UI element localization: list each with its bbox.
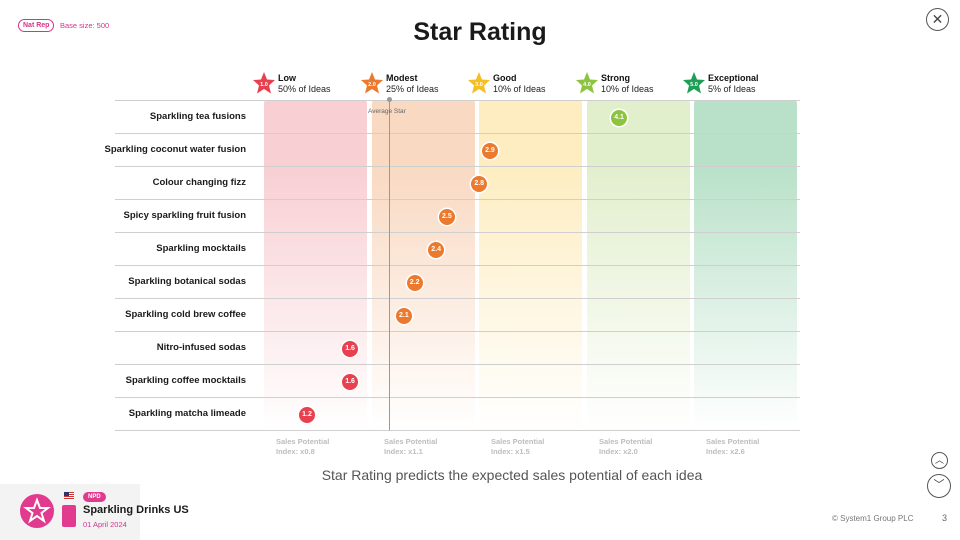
chart-caption: Star Rating predicts the expected sales … bbox=[321, 467, 703, 483]
row-label: Sparkling mocktails bbox=[156, 243, 246, 254]
row-label: Sparkling cold brew coffee bbox=[125, 309, 246, 320]
page-title: Star Rating bbox=[413, 18, 547, 46]
star-icon: 3.0 bbox=[468, 72, 490, 94]
data-point[interactable]: 1.2 bbox=[299, 406, 316, 423]
star-value-label: 4.0 bbox=[583, 82, 591, 88]
band-name: Modest bbox=[386, 73, 418, 83]
data-point[interactable]: 1.6 bbox=[342, 340, 359, 357]
sales-potential-label: Sales Potential Index: x1.5 bbox=[491, 437, 545, 456]
row-label: Nitro-infused sodas bbox=[156, 342, 246, 353]
row-divider bbox=[115, 199, 800, 200]
star-value-label: 1.0 bbox=[260, 82, 268, 88]
project-title: Sparkling Drinks US bbox=[83, 504, 189, 516]
star-value-label: 2.0 bbox=[368, 82, 376, 88]
band-header: Exceptional 5% of Ideas bbox=[708, 73, 759, 95]
star-value-label: 5.0 bbox=[690, 82, 698, 88]
row-divider bbox=[115, 100, 800, 101]
data-point[interactable]: 2.2 bbox=[406, 274, 423, 291]
band-header: Modest 25% of Ideas bbox=[386, 73, 439, 95]
band-share: 5% of Ideas bbox=[708, 84, 756, 94]
close-icon: ✕ bbox=[931, 11, 944, 27]
close-button[interactable]: ✕ bbox=[926, 8, 949, 31]
row-divider bbox=[115, 265, 800, 266]
copyright: © System1 Group PLC bbox=[832, 514, 914, 523]
sales-potential-label: Sales Potential Index: x2.6 bbox=[706, 437, 760, 456]
star-icon: 1.0 bbox=[253, 72, 275, 94]
nat-rep-badge: Nat Rep bbox=[18, 19, 55, 32]
chevron-down-icon: ﹀ bbox=[933, 479, 945, 491]
us-flag-icon bbox=[64, 492, 74, 500]
row-divider bbox=[115, 397, 800, 398]
row-divider bbox=[115, 430, 800, 431]
row-divider bbox=[115, 133, 800, 134]
row-label: Sparkling botanical sodas bbox=[128, 276, 246, 287]
row-label: Sparkling coconut water fusion bbox=[104, 144, 246, 155]
band-share: 10% of Ideas bbox=[601, 84, 654, 94]
row-divider bbox=[115, 298, 800, 299]
average-line bbox=[389, 100, 390, 430]
average-marker bbox=[387, 97, 392, 102]
row-divider bbox=[115, 166, 800, 167]
band-header: Low 50% of Ideas bbox=[278, 73, 331, 95]
data-point[interactable]: 2.1 bbox=[395, 307, 412, 324]
band-share: 10% of Ideas bbox=[493, 84, 546, 94]
star-icon: 4.0 bbox=[576, 72, 598, 94]
row-divider bbox=[115, 331, 800, 332]
row-divider bbox=[115, 364, 800, 365]
chevron-up-icon: ︿ bbox=[934, 455, 944, 465]
band-header: Strong 10% of Ideas bbox=[601, 73, 654, 95]
row-label: Sparkling tea fusions bbox=[149, 111, 246, 122]
band-name: Good bbox=[493, 73, 517, 83]
data-point[interactable]: 2.5 bbox=[438, 208, 455, 225]
star-logo-icon bbox=[20, 494, 54, 528]
band-share: 25% of Ideas bbox=[386, 84, 439, 94]
star-value-label: 3.0 bbox=[475, 82, 483, 88]
band-share: 50% of Ideas bbox=[278, 84, 331, 94]
row-divider bbox=[115, 232, 800, 233]
sales-potential-label: Sales Potential Index: x0.8 bbox=[276, 437, 330, 456]
data-point[interactable]: 4.1 bbox=[611, 109, 628, 126]
scroll-down-button[interactable]: ﹀ bbox=[927, 474, 951, 498]
star-icon: 5.0 bbox=[683, 72, 705, 94]
row-label: Sparkling matcha limeade bbox=[128, 408, 246, 419]
band-name: Strong bbox=[601, 73, 630, 83]
row-label: Sparkling coffee mocktails bbox=[125, 375, 246, 386]
data-point[interactable]: 2.4 bbox=[428, 241, 445, 258]
sales-potential-label: Sales Potential Index: x1.1 bbox=[384, 437, 438, 456]
data-point[interactable]: 2.9 bbox=[481, 142, 498, 159]
npd-ribbon-icon bbox=[62, 505, 76, 527]
band-name: Exceptional bbox=[708, 73, 759, 83]
base-size-label: Base size: 500 bbox=[60, 21, 110, 30]
project-date: 01 April 2024 bbox=[83, 520, 127, 529]
row-label: Spicy sparkling fruit fusion bbox=[123, 210, 246, 221]
band-header: Good 10% of Ideas bbox=[493, 73, 546, 95]
page-number: 3 bbox=[942, 513, 948, 523]
npd-badge: NPD bbox=[83, 492, 106, 502]
scroll-up-button[interactable]: ︿ bbox=[931, 452, 948, 469]
data-point[interactable]: 2.8 bbox=[471, 175, 488, 192]
average-label: Average Star bbox=[368, 108, 406, 115]
sales-potential-label: Sales Potential Index: x2.0 bbox=[599, 437, 653, 456]
data-point[interactable]: 1.6 bbox=[342, 373, 359, 390]
row-label: Colour changing fizz bbox=[152, 177, 246, 188]
star-icon: 2.0 bbox=[361, 72, 383, 94]
band-name: Low bbox=[278, 73, 296, 83]
